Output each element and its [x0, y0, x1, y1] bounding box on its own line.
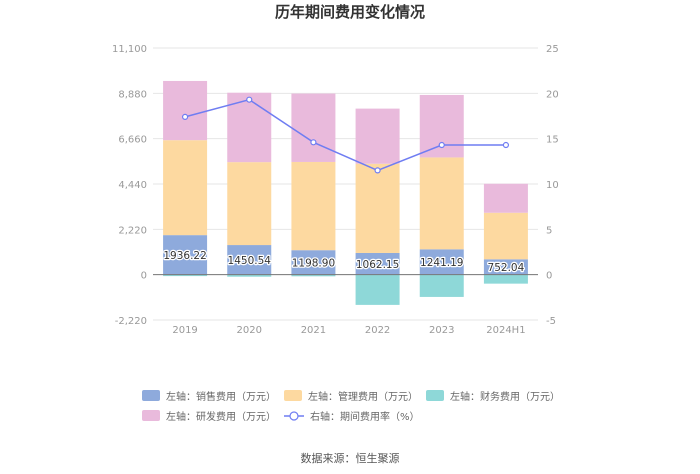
legend-swatch — [142, 410, 160, 421]
bar-value-label: 1936.22 — [163, 250, 206, 262]
x-axis-tick-label: 2022 — [365, 325, 390, 336]
x-axis-tick-label: 2023 — [429, 325, 454, 336]
legend-label: 左轴：销售费用（万元） — [166, 390, 276, 403]
legend-label: 左轴：财务费用（万元） — [450, 390, 560, 403]
bar-segment-s2 — [483, 274, 528, 284]
bar-value-label: 1450.54 — [228, 255, 272, 267]
bar-segment-s1 — [291, 161, 336, 251]
bar-segment-s0 — [163, 235, 208, 275]
rate-point — [438, 141, 445, 149]
legend-label: 右轴：期间费用率（%） — [310, 410, 420, 423]
legend-swatch — [426, 390, 444, 401]
legend: 左轴：销售费用（万元） 左轴：管理费用（万元） 左轴：财务费用（万元） 左轴：研发费用… — [142, 390, 560, 423]
bar-segment-s3 — [483, 183, 528, 213]
bar-segment-s1 — [227, 162, 272, 246]
bar-segment-s1 — [163, 140, 208, 236]
rate-line — [184, 98, 506, 172]
left-axis-tick-label: 2,220 — [118, 225, 147, 236]
rate-point — [181, 113, 189, 121]
bar-segment-s2 — [227, 274, 272, 277]
right-axis-tick-label: 5 — [546, 225, 552, 236]
rate-point — [246, 96, 253, 103]
left-axis-tick-label: -2,220 — [115, 316, 147, 327]
bar-segment-s3 — [355, 108, 400, 164]
bar-value-label: 1241.19 — [420, 257, 463, 269]
left-axis-tick-label: 11,100 — [112, 44, 147, 55]
bar-segment-s1 — [355, 163, 400, 253]
x-axis-tick-label: 2021 — [301, 325, 326, 336]
bar-segment-s2 — [419, 274, 464, 297]
bar-segment-s3 — [163, 80, 208, 141]
value-labels: 1936.22 1450.54 1198.90 1062.15 1241.19 752.0… — [162, 249, 526, 276]
bar-segment-s1 — [483, 212, 528, 260]
bars — [163, 80, 528, 305]
rate-point — [502, 141, 510, 149]
bar-value-label: 752.04 — [488, 262, 525, 274]
bar-segment-s2 — [163, 274, 208, 277]
x-axis-tick-label: 2019 — [172, 325, 197, 336]
bar-value-label: 1198.90 — [292, 257, 335, 269]
right-axis-tick-label: 0 — [546, 271, 552, 282]
bar-segment-s0 — [291, 250, 336, 275]
left-axis-tick-label: 0 — [141, 271, 147, 282]
left-axis-tick-label: 4,440 — [118, 180, 147, 191]
right-axis-tick-label: 15 — [546, 135, 559, 146]
bar-segment-s0 — [483, 259, 528, 275]
legend-label: 左轴：研发费用（万元） — [166, 410, 276, 423]
bar-segment-s0 — [419, 249, 464, 275]
right-axis-tick-label: 20 — [546, 89, 559, 100]
bar-segment-s3 — [291, 93, 336, 162]
rate-point — [310, 139, 317, 146]
bar-segment-s0 — [355, 252, 400, 275]
right-axis-tick-label: -5 — [546, 316, 556, 327]
right-axis-tick-label: 10 — [546, 180, 559, 191]
legend-swatch — [284, 390, 302, 401]
bar-segment-s2 — [355, 274, 400, 305]
left-axis-tick-label: 6,660 — [118, 135, 147, 146]
legend-swatch — [142, 390, 160, 401]
chart-title: 历年期间费用变化情况 — [275, 3, 425, 21]
data-source: 数据来源：恒生聚源 — [301, 451, 400, 465]
x-axis-tick-label: 2020 — [237, 325, 262, 336]
right-axis-tick-label: 25 — [546, 44, 559, 55]
rate-line-layer — [181, 96, 510, 174]
left-axis-tick-label: 8,880 — [118, 89, 147, 100]
legend-line-marker — [289, 411, 299, 421]
grid-lines — [153, 47, 538, 321]
bar-segment-s0 — [227, 245, 272, 275]
rate-point — [374, 167, 381, 174]
bar-segment-s1 — [419, 157, 464, 250]
bar-segment-s2 — [291, 274, 336, 277]
legend-label: 左轴：管理费用（万元） — [308, 390, 418, 403]
axes: 11,100 25 8,880 20 6,660 15 4,440 10 2,220 5 0 0 -2,… — [112, 44, 559, 336]
x-axis-tick-label: 2024H1 — [486, 325, 525, 336]
bar-value-label: 1062.15 — [356, 259, 399, 271]
